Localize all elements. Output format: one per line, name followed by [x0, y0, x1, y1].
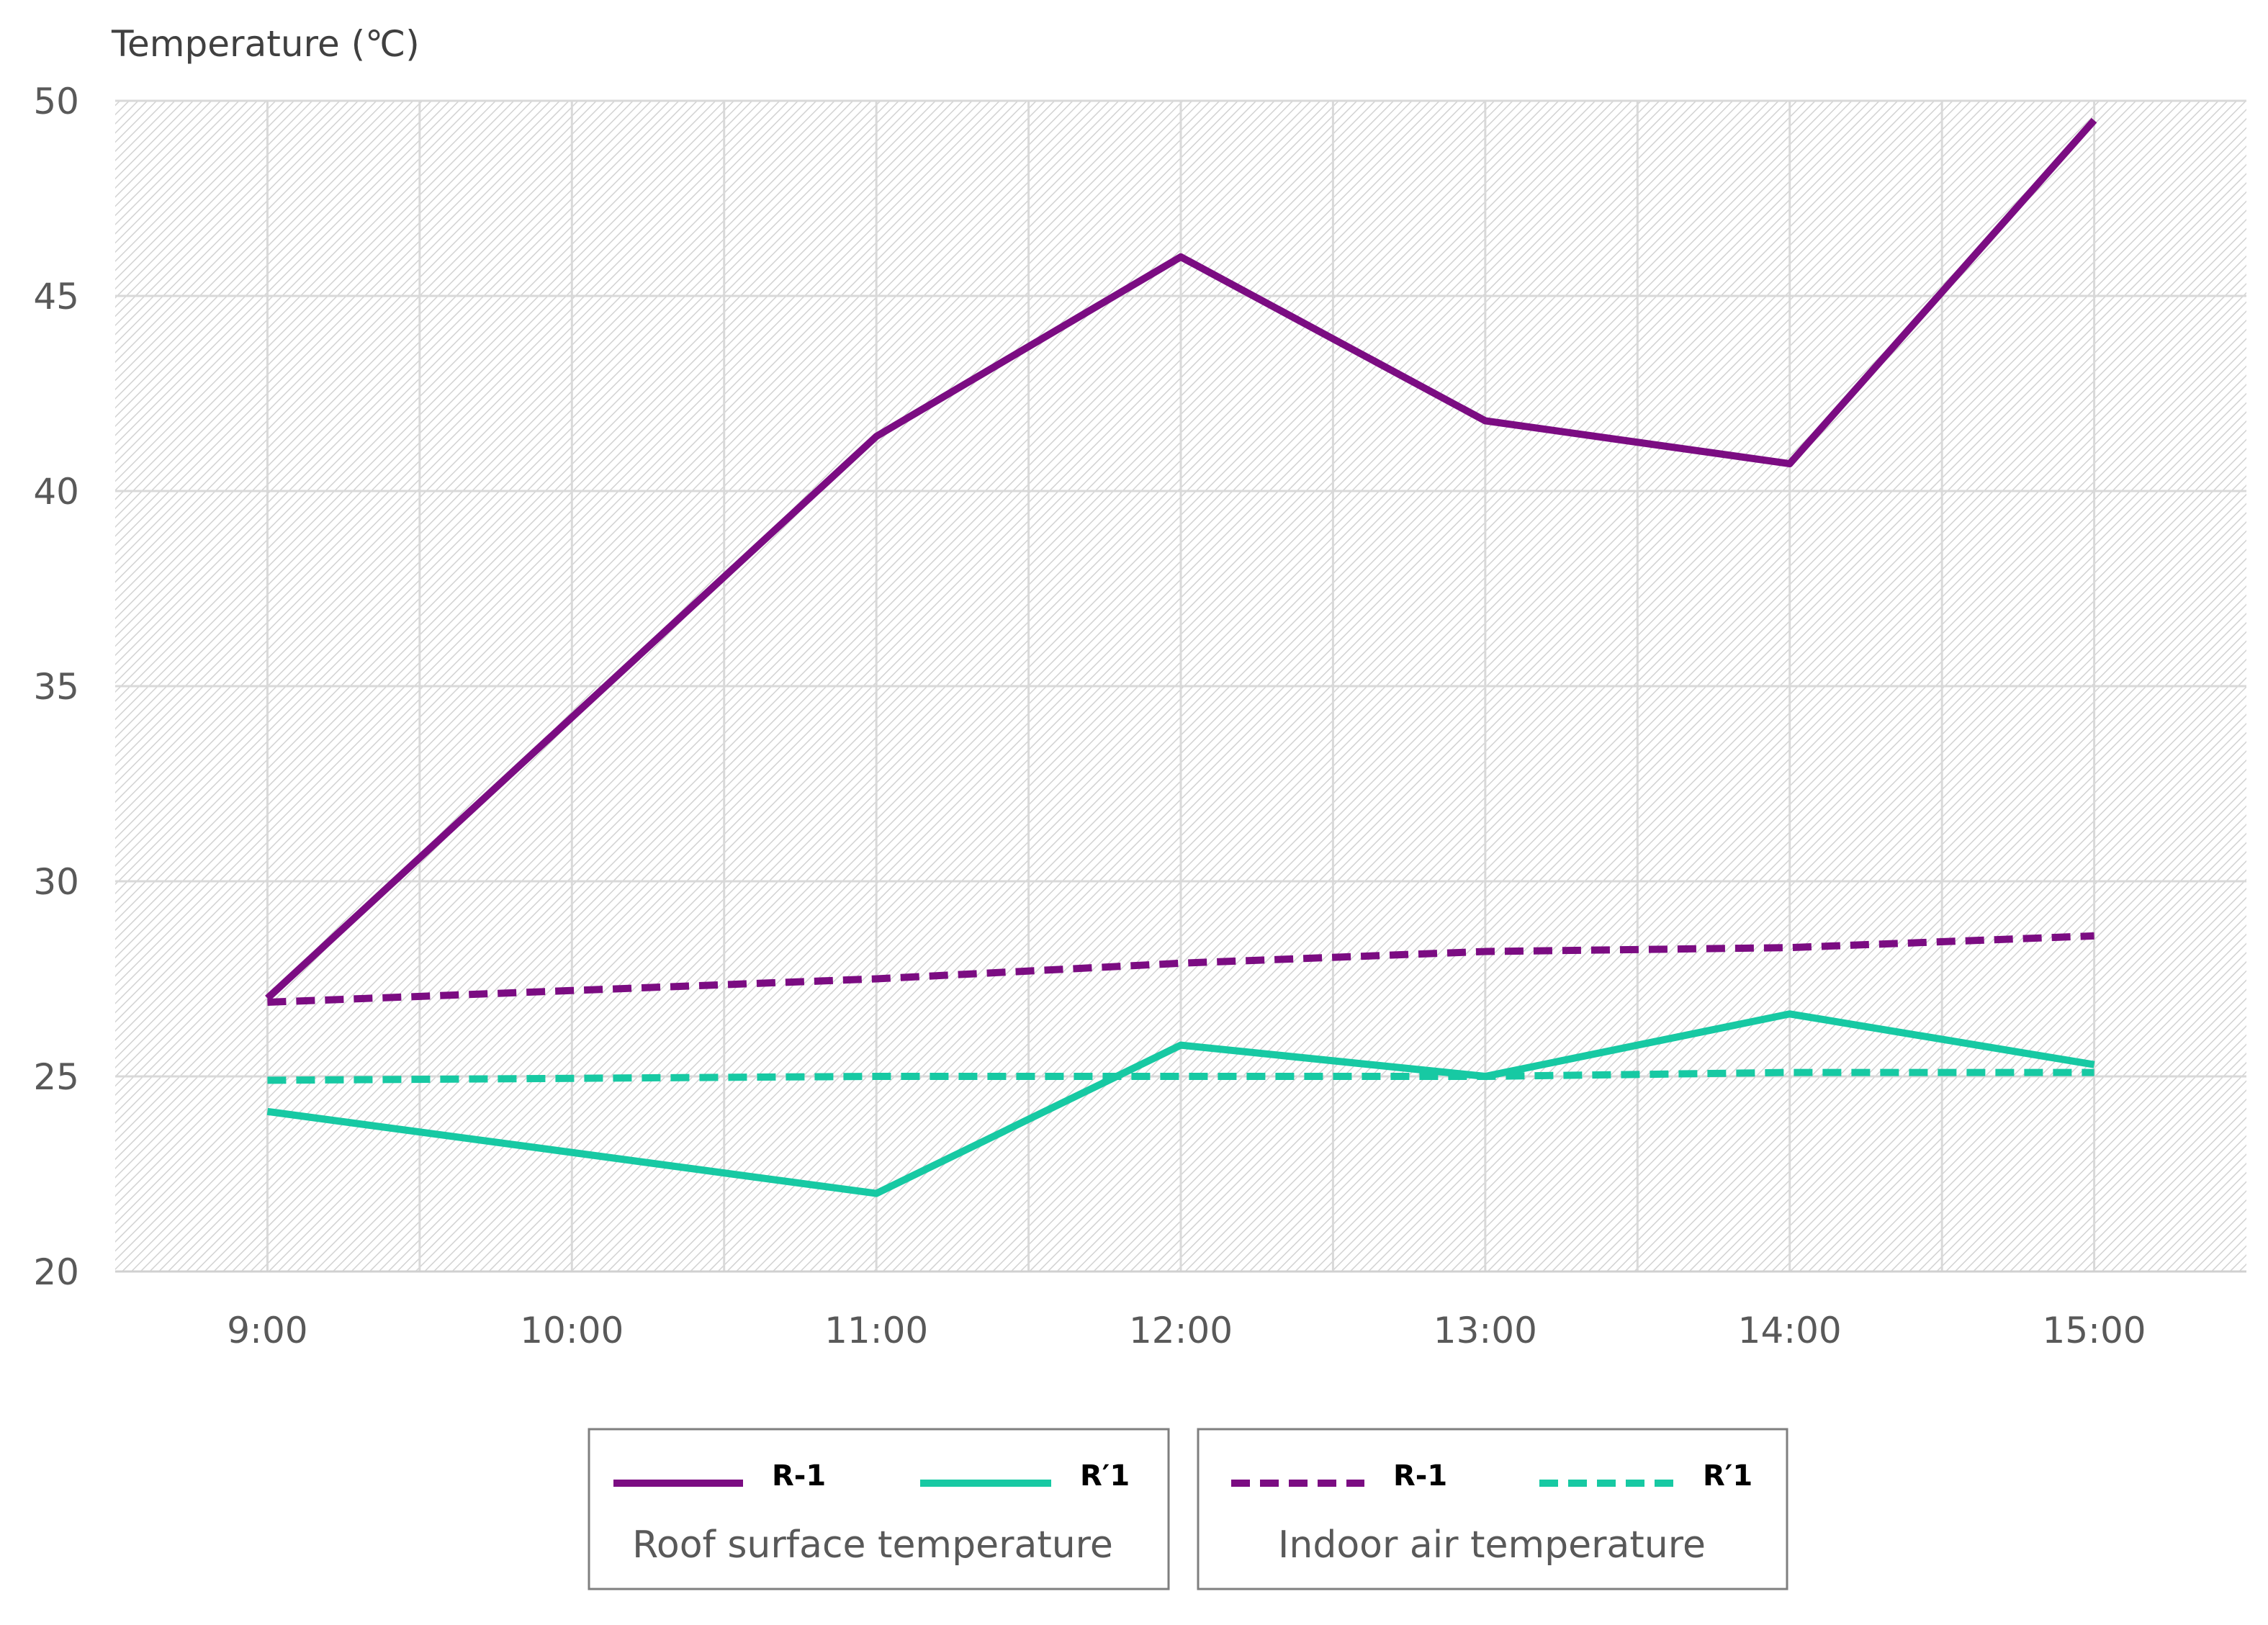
series-line-roof-r1	[265, 117, 2097, 1001]
plot-area	[115, 99, 2246, 1273]
y-tick-label: 35	[33, 666, 79, 708]
legend-label-indoor-r1: R-1	[1393, 1459, 1447, 1493]
series-line-indoor-r1	[267, 932, 2094, 1007]
legend-label-roof-r1-prime: R′1	[1080, 1459, 1130, 1493]
series-line-roof-r1-prime	[266, 1010, 2095, 1197]
x-axis-ticks: 9:00 10:00 11:00 12:00 13:00 14:00 15:00	[227, 1310, 2146, 1351]
y-axis-ticks: 20 25 30 35 40 45 50	[33, 81, 79, 1293]
legend-title-roof: Roof surface temperature	[632, 1523, 1113, 1567]
legend: R-1 R′1 Roof surface temperature R-1 R′1…	[588, 1428, 1788, 1590]
series-lines	[265, 117, 2097, 1197]
x-tick-label: 14:00	[1738, 1310, 1842, 1351]
y-axis-title: Temperature (℃)	[111, 23, 420, 65]
x-tick-label: 15:00	[2043, 1310, 2146, 1351]
legend-group-indoor: R-1 R′1 Indoor air temperature	[1197, 1428, 1788, 1590]
legend-label-indoor-r1-prime: R′1	[1703, 1459, 1752, 1493]
legend-label-roof-r1: R-1	[772, 1459, 826, 1493]
y-tick-label: 30	[33, 861, 79, 903]
series-line-indoor-r1-prime	[267, 1068, 2094, 1084]
legend-box	[588, 1428, 1170, 1590]
x-tick-label: 12:00	[1129, 1310, 1233, 1351]
legend-box	[1197, 1428, 1788, 1590]
legend-title-indoor: Indoor air temperature	[1278, 1523, 1706, 1567]
x-tick-label: 9:00	[227, 1310, 307, 1351]
y-tick-label: 40	[33, 471, 79, 513]
x-tick-label: 10:00	[520, 1310, 624, 1351]
legend-group-roof: R-1 R′1 Roof surface temperature	[588, 1428, 1170, 1590]
y-tick-label: 20	[33, 1251, 79, 1293]
x-tick-label: 11:00	[824, 1310, 928, 1351]
x-tick-label: 13:00	[1434, 1310, 1537, 1351]
y-tick-label: 50	[33, 81, 79, 122]
y-tick-label: 45	[33, 276, 79, 318]
y-tick-label: 25	[33, 1056, 79, 1098]
